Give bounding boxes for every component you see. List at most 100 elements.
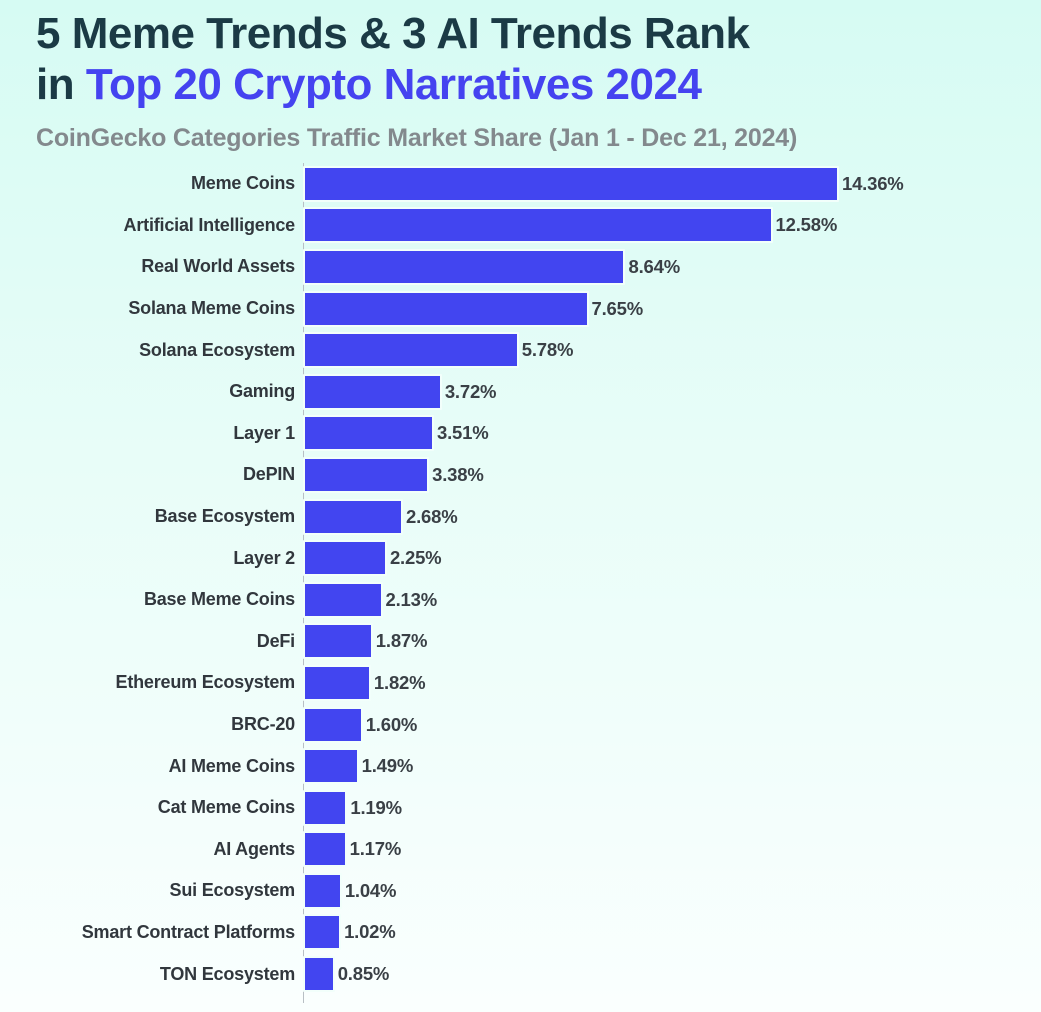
- bar-area: 1.19%: [303, 787, 402, 829]
- chart-subtitle: CoinGecko Categories Traffic Market Shar…: [36, 124, 798, 152]
- bar-area: 14.36%: [303, 163, 904, 205]
- category-label: Layer 2: [233, 547, 295, 568]
- chart-row: DePIN 3.38%: [0, 454, 1041, 496]
- chart-row: Artificial Intelligence 12.58%: [0, 205, 1041, 247]
- category-label: Solana Meme Coins: [128, 298, 295, 319]
- bar: [303, 748, 359, 785]
- category-label: Gaming: [229, 381, 295, 402]
- bar-area: 12.58%: [303, 205, 837, 247]
- bar: [303, 581, 383, 618]
- category-label: Meme Coins: [190, 173, 295, 194]
- value-label: 0.85%: [337, 963, 390, 985]
- bar: [303, 914, 342, 951]
- value-label: 1.49%: [361, 755, 414, 777]
- category-label: Layer 1: [233, 422, 295, 443]
- title-line2-prefix: in: [36, 60, 86, 109]
- bar: [303, 872, 342, 909]
- value-label: 1.19%: [350, 796, 402, 818]
- chart-row: Base Meme Coins 2.13%: [0, 579, 1041, 621]
- bar: [303, 415, 434, 452]
- category-label: DePIN: [242, 464, 295, 485]
- chart-row: Smart Contract Platforms 1.02%: [0, 912, 1041, 954]
- bar: [303, 373, 442, 410]
- bar: [303, 623, 373, 660]
- bar: [303, 290, 589, 327]
- value-label: 8.64%: [628, 255, 680, 277]
- bar-area: 2.68%: [303, 496, 458, 538]
- value-label: 1.87%: [375, 630, 428, 652]
- bar-area: 1.02%: [303, 912, 396, 954]
- header: 5 Meme Trends & 3 AI Trends Rank in Top …: [0, 0, 1041, 152]
- value-label: 3.72%: [444, 380, 497, 402]
- bar-area: 7.65%: [303, 288, 643, 330]
- bar: [303, 540, 387, 577]
- bar: [303, 456, 430, 493]
- bar-area: 3.38%: [303, 454, 484, 496]
- category-label: Real World Assets: [141, 256, 295, 277]
- bar-area: 8.64%: [303, 246, 680, 288]
- chart-row: Ethereum Ecosystem 1.82%: [0, 662, 1041, 704]
- value-label: 1.17%: [349, 838, 402, 860]
- page-title: 5 Meme Trends & 3 AI Trends Rank in Top …: [36, 8, 1011, 110]
- category-label: Base Ecosystem: [154, 506, 295, 527]
- bar-area: 1.04%: [303, 870, 396, 912]
- bar: [303, 956, 335, 993]
- category-label: TON Ecosystem: [159, 963, 295, 984]
- bar: [303, 165, 839, 202]
- value-label: 1.60%: [365, 713, 418, 735]
- value-label: 14.36%: [842, 172, 904, 194]
- category-label: Solana Ecosystem: [139, 339, 295, 360]
- chart-row: AI Meme Coins 1.49%: [0, 745, 1041, 787]
- bar-area: 2.25%: [303, 537, 442, 579]
- bar: [303, 248, 626, 285]
- value-label: 7.65%: [591, 297, 644, 319]
- bar: [303, 664, 371, 701]
- value-label: 1.04%: [344, 879, 397, 901]
- category-label: Sui Ecosystem: [169, 880, 296, 901]
- chart-row: Real World Assets 8.64%: [0, 246, 1041, 288]
- value-label: 2.25%: [389, 547, 442, 569]
- chart-row: TON Ecosystem 0.85%: [0, 953, 1041, 995]
- value-label: 5.78%: [521, 339, 574, 361]
- chart-row: DeFi 1.87%: [0, 621, 1041, 663]
- category-label: Cat Meme Coins: [157, 797, 295, 818]
- bar-area: 1.87%: [303, 621, 427, 663]
- category-label: BRC-20: [231, 714, 295, 735]
- value-label: 3.51%: [437, 422, 489, 444]
- bar: [303, 498, 404, 535]
- bar-area: 1.82%: [303, 662, 426, 704]
- bar: [303, 332, 519, 369]
- chart-row: Cat Meme Coins 1.19%: [0, 787, 1041, 829]
- chart-row: Gaming 3.72%: [0, 371, 1041, 413]
- value-label: 12.58%: [775, 214, 838, 236]
- bar: [303, 207, 773, 244]
- bar: [303, 706, 363, 743]
- chart-row: Layer 1 3.51%: [0, 413, 1041, 455]
- category-label: Artificial Intelligence: [123, 214, 296, 235]
- value-label: 3.38%: [432, 463, 484, 485]
- chart-row: Solana Meme Coins 7.65%: [0, 288, 1041, 330]
- category-label: AI Agents: [213, 838, 295, 859]
- chart-row: AI Agents 1.17%: [0, 829, 1041, 871]
- chart-row: BRC-20 1.60%: [0, 704, 1041, 746]
- bar-area: 3.51%: [303, 413, 489, 455]
- bar: [303, 789, 348, 826]
- bar-area: 1.17%: [303, 829, 401, 871]
- chart-row: Meme Coins 14.36%: [0, 163, 1041, 205]
- chart-row: Solana Ecosystem 5.78%: [0, 329, 1041, 371]
- title-line2-highlight: Top 20 Crypto Narratives 2024: [85, 60, 702, 109]
- title-line1: 5 Meme Trends & 3 AI Trends Rank: [36, 9, 750, 58]
- category-label: AI Meme Coins: [168, 755, 296, 776]
- value-label: 2.13%: [385, 588, 438, 610]
- bar-area: 1.60%: [303, 704, 417, 746]
- chart-row: Sui Ecosystem 1.04%: [0, 870, 1041, 912]
- bar: [303, 831, 347, 868]
- category-label: Smart Contract Platforms: [81, 921, 295, 942]
- bar-area: 3.72%: [303, 371, 497, 413]
- chart-row: Layer 2 2.25%: [0, 537, 1041, 579]
- bar-chart: Meme Coins 14.36% Artificial Intelligenc…: [0, 163, 1041, 1003]
- category-label: DeFi: [256, 630, 295, 651]
- value-label: 1.82%: [373, 671, 426, 693]
- category-label: Base Meme Coins: [143, 589, 295, 610]
- bar-area: 2.13%: [303, 579, 437, 621]
